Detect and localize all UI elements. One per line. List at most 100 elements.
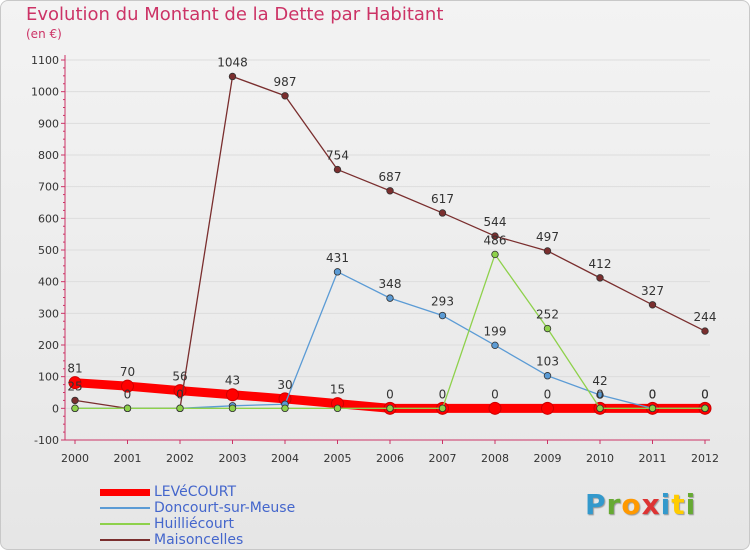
data-label: 754 bbox=[326, 149, 349, 163]
legend-label-levecourt: LEVéCOURT bbox=[154, 484, 237, 500]
data-point bbox=[121, 379, 134, 393]
data-point bbox=[701, 404, 709, 413]
data-label: 0 bbox=[491, 387, 499, 401]
data-point bbox=[176, 404, 184, 413]
data-label: 0 bbox=[544, 387, 552, 401]
data-point bbox=[333, 404, 342, 413]
data-point bbox=[648, 404, 657, 413]
logo-letter: i bbox=[660, 488, 672, 521]
data-label: 0 bbox=[439, 387, 447, 401]
legend-swatch-maisoncelles bbox=[100, 539, 150, 541]
y-tick-label: 400 bbox=[38, 276, 59, 289]
data-label: 687 bbox=[379, 170, 402, 184]
data-point bbox=[228, 404, 237, 413]
logo-letter: P bbox=[585, 488, 607, 521]
y-tick-label: 700 bbox=[38, 181, 59, 194]
data-point bbox=[281, 404, 289, 413]
x-tick-label: 2007 bbox=[429, 452, 457, 465]
data-label: 0 bbox=[701, 387, 709, 401]
data-point bbox=[333, 268, 342, 276]
data-point bbox=[386, 404, 394, 413]
data-label: 0 bbox=[649, 387, 657, 401]
data-label: 0 bbox=[386, 387, 394, 401]
data-point bbox=[123, 404, 132, 413]
data-point bbox=[543, 372, 552, 380]
legend-swatch-huilliecourt bbox=[100, 523, 150, 525]
data-label: 0 bbox=[176, 387, 184, 401]
y-tick-label: 500 bbox=[38, 244, 59, 257]
data-point bbox=[596, 404, 604, 413]
logo-letter: x bbox=[641, 488, 661, 521]
data-point bbox=[333, 165, 342, 174]
data-point bbox=[543, 247, 552, 255]
data-point bbox=[543, 324, 552, 333]
series-line-3 bbox=[74, 75, 706, 409]
data-label: 497 bbox=[536, 230, 559, 244]
legend-swatch-doncourt bbox=[100, 507, 150, 509]
data-label: 486 bbox=[484, 233, 507, 247]
logo-letter: t bbox=[671, 488, 686, 521]
legend-label-huilliecourt: Huilliécourt bbox=[154, 516, 234, 532]
x-tick-label: 2004 bbox=[271, 452, 299, 465]
data-point bbox=[71, 396, 79, 405]
data-label: 244 bbox=[694, 310, 717, 324]
x-tick-label: 2003 bbox=[219, 452, 247, 465]
chart-unit-label: (en €) bbox=[26, 27, 62, 41]
data-point bbox=[281, 92, 289, 100]
data-point bbox=[491, 341, 499, 350]
data-point bbox=[596, 274, 604, 282]
data-point bbox=[701, 327, 709, 335]
data-label: 252 bbox=[536, 308, 559, 322]
data-label: 25 bbox=[67, 379, 82, 393]
x-tick-label: 2012 bbox=[691, 452, 719, 465]
data-label: 617 bbox=[431, 192, 454, 206]
chart-title: Evolution du Montant de la Dette par Hab… bbox=[26, 4, 444, 25]
x-tick-label: 2000 bbox=[61, 452, 89, 465]
y-tick-label: 1100 bbox=[31, 54, 59, 67]
y-tick-label: 300 bbox=[38, 307, 59, 320]
y-tick-label: -100 bbox=[34, 434, 59, 447]
y-tick-label: 800 bbox=[38, 149, 59, 162]
data-point bbox=[438, 311, 447, 320]
data-point bbox=[541, 401, 554, 415]
x-tick-label: 2010 bbox=[586, 452, 614, 465]
data-point bbox=[228, 72, 237, 81]
data-label: 327 bbox=[641, 284, 664, 298]
proxiti-logo: Proxiti bbox=[585, 488, 696, 521]
data-label: 15 bbox=[330, 383, 345, 397]
data-label: 199 bbox=[484, 324, 507, 338]
logo-letter: i bbox=[685, 488, 697, 521]
data-point bbox=[71, 404, 79, 413]
x-tick-label: 2009 bbox=[534, 452, 562, 465]
data-label: 0 bbox=[701, 387, 709, 401]
legend-swatch-levecourt bbox=[100, 489, 150, 496]
data-point bbox=[488, 401, 502, 415]
data-label: 81 bbox=[67, 362, 82, 376]
x-tick-label: 2002 bbox=[166, 452, 194, 465]
x-tick-label: 2005 bbox=[324, 452, 352, 465]
data-label: 42 bbox=[592, 374, 607, 388]
data-point bbox=[226, 388, 239, 402]
data-point bbox=[648, 301, 657, 309]
legend-label-maisoncelles: Maisoncelles bbox=[154, 532, 244, 548]
y-tick-label: 600 bbox=[38, 212, 59, 225]
y-tick-label: 100 bbox=[38, 371, 59, 384]
y-tick-label: 1000 bbox=[31, 86, 59, 99]
y-tick-label: 0 bbox=[52, 402, 59, 415]
data-label: 1048 bbox=[217, 55, 248, 69]
data-label: 348 bbox=[379, 277, 402, 291]
data-point bbox=[438, 209, 447, 217]
data-label: 43 bbox=[225, 374, 240, 388]
data-point bbox=[438, 404, 447, 413]
x-tick-label: 2011 bbox=[639, 452, 667, 465]
data-label: 103 bbox=[536, 355, 559, 369]
data-point bbox=[68, 376, 82, 390]
data-label: 987 bbox=[274, 75, 297, 89]
logo-letter: o bbox=[621, 488, 642, 521]
data-label: 0 bbox=[649, 387, 657, 401]
data-label: 412 bbox=[589, 257, 612, 271]
logo-letter: r bbox=[606, 488, 622, 521]
data-label: 431 bbox=[326, 251, 349, 265]
data-point bbox=[386, 187, 394, 195]
